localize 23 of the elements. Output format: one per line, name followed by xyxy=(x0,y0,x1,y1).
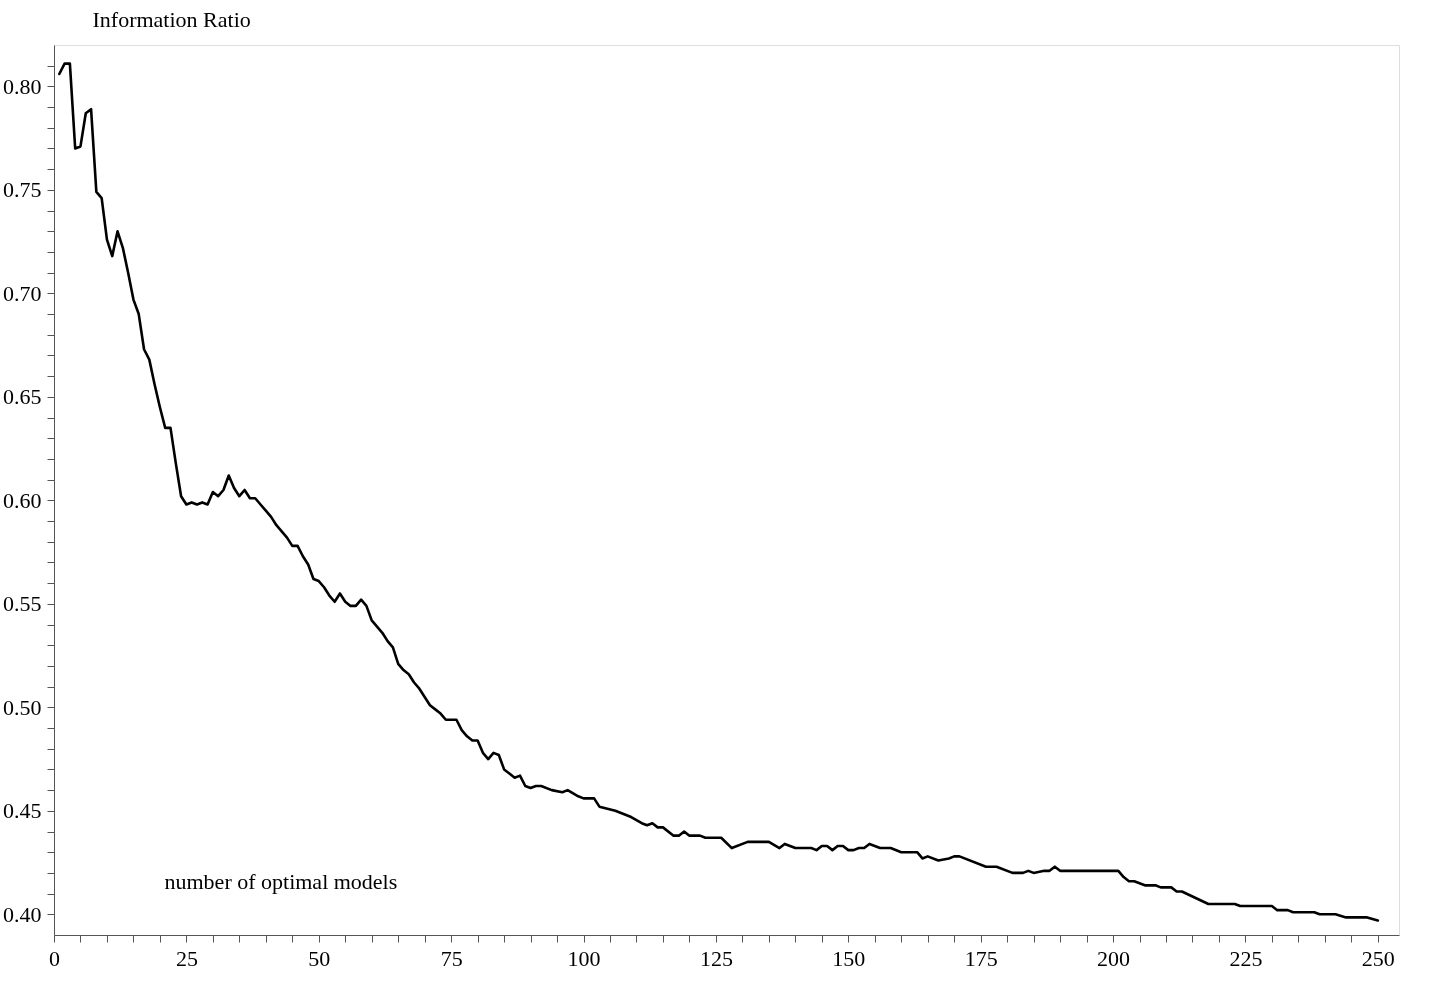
x-tick-label: 50 xyxy=(308,945,331,971)
y-axis-title: Information Ratio xyxy=(92,6,251,32)
x-tick-label: 250 xyxy=(1361,945,1395,971)
x-axis-title: number of optimal models xyxy=(164,868,398,894)
y-tick-label: 0.80 xyxy=(3,73,42,99)
x-tick-label: 200 xyxy=(1097,945,1131,971)
y-tick-label: 0.60 xyxy=(3,487,42,513)
y-tick-label: 0.55 xyxy=(3,591,42,617)
x-tick-label: 25 xyxy=(175,945,198,971)
line-series xyxy=(58,62,1380,922)
x-tick-label: 100 xyxy=(567,945,601,971)
y-tick-label: 0.45 xyxy=(3,798,42,824)
x-tick-label: 125 xyxy=(699,945,733,971)
y-tick-label: 0.75 xyxy=(3,177,42,203)
x-tick-label: 225 xyxy=(1229,945,1263,971)
y-tick-label: 0.40 xyxy=(3,901,42,927)
x-tick-label: 75 xyxy=(440,945,463,971)
x-tick-label: 150 xyxy=(832,945,866,971)
y-tick-label: 0.70 xyxy=(3,280,42,306)
x-tick-label: 0 xyxy=(49,945,60,971)
y-tick-label: 0.65 xyxy=(3,384,42,410)
y-tick-label: 0.50 xyxy=(3,694,42,720)
x-tick-label: 175 xyxy=(964,945,998,971)
